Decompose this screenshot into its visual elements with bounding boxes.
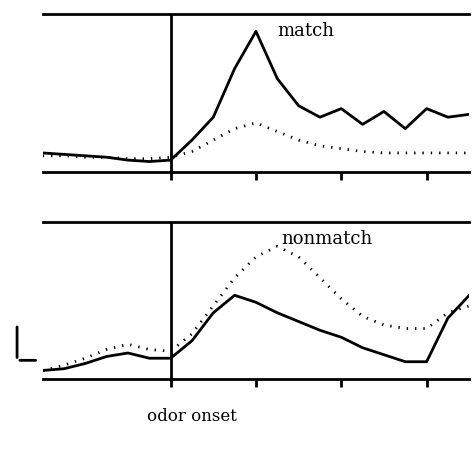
Text: odor onset: odor onset bbox=[147, 408, 237, 425]
Text: match: match bbox=[277, 22, 334, 40]
Text: nonmatch: nonmatch bbox=[282, 230, 373, 248]
